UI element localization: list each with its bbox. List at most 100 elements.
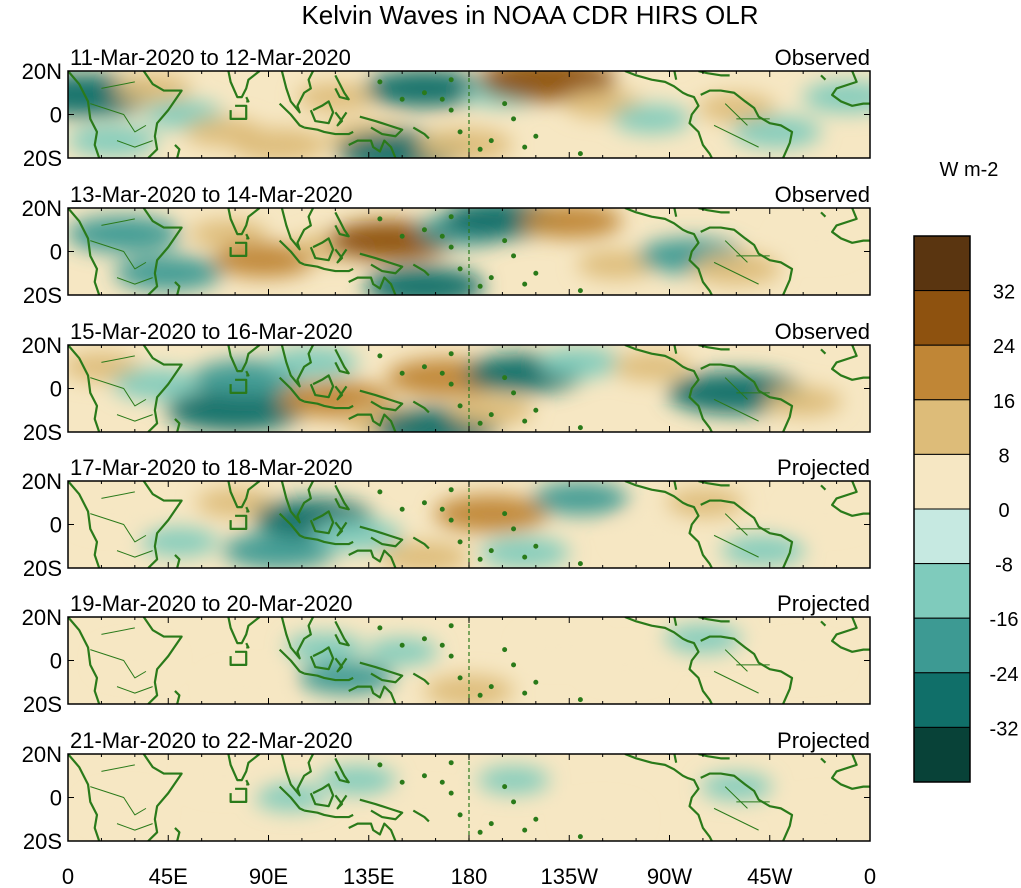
anomaly-cell [364,266,485,295]
coastline [245,779,250,786]
coastline [278,239,305,266]
colorbar-label: -16 [990,609,1019,631]
island-dot [439,642,445,648]
coastline [334,757,350,784]
coastline [831,481,870,517]
coastline [309,783,335,808]
anomaly-cell [98,646,171,675]
country-border [101,764,135,772]
anomaly-cell [112,368,203,401]
y-tick-label: 0 [50,786,62,811]
island-dot [502,511,508,517]
anomaly-cell [285,632,364,662]
island-dot [377,79,383,85]
anomaly-cell [767,646,840,675]
anomaly-cell [789,499,862,528]
island-dot [448,623,454,629]
island-dot [421,364,427,370]
island-dot [377,489,383,495]
coastline [303,126,354,136]
island-dot [511,116,517,122]
island-dot [377,216,383,222]
coastline [820,620,827,627]
coastline [227,481,261,509]
coastline [174,690,181,704]
country-border [713,534,759,558]
coastline [142,754,183,841]
island-outline [229,650,248,666]
anomaly-cell [366,638,439,666]
coastline [280,481,315,524]
anomaly-cell [615,521,688,550]
y-tick-label: 20S [23,420,62,445]
island-dot [488,275,494,281]
island-dot [522,690,528,696]
panel-3: 20N 0 20S 15-Mar-2020 to 16-Mar-2020 Observe… [22,319,871,445]
colorbar-swatch [913,235,971,292]
coastline [700,499,794,568]
island-dot [457,539,463,545]
island-dot [439,233,445,239]
x-tick-label: 0 [864,864,876,888]
colorbar-label: -24 [990,664,1019,686]
panel-status: Observed [775,45,870,70]
anomaly-cell [87,794,160,823]
coastline [280,208,315,251]
coastline [278,512,305,539]
coastline [245,370,250,377]
y-tick-label: 20N [22,333,62,358]
coastline [334,211,350,238]
coastline [334,111,348,127]
island-dot [533,816,539,822]
coastline [359,115,404,138]
coastline [303,672,354,682]
anomaly-cell [187,761,260,790]
coastline [278,785,305,812]
island-outline [229,241,248,257]
panel-status: Observed [775,319,870,344]
coastline [412,809,430,823]
coastline [624,208,713,295]
y-tick-label: 20S [23,146,62,171]
x-tick-label: 135W [541,864,599,888]
panel-4: 20N 0 20S 17-Mar-2020 to 18-Mar-2020 Project… [22,455,871,581]
country-border [116,823,153,831]
island-outline [229,104,248,120]
country-border [713,124,759,148]
coastline [142,481,183,568]
y-tick-label: 20S [23,556,62,581]
island-dot [448,760,454,766]
coastline [303,263,354,273]
coastline [412,400,430,414]
island-dot [399,506,405,512]
anomaly-cell [210,672,283,701]
coastline [68,71,101,158]
coastline [831,71,870,107]
coastline [667,481,678,490]
coastline [700,635,794,704]
coastline [278,376,305,403]
panel-status: Projected [777,591,870,616]
coastline [624,71,713,158]
y-tick-label: 20N [22,605,62,630]
island-dot [439,96,445,102]
island-dot [439,506,445,512]
island-dot [421,227,427,233]
island-dot [577,834,583,840]
island-dot [448,653,454,659]
anomaly-cell [296,82,375,112]
island-dot [577,288,583,294]
anomaly-cell [588,651,661,679]
island-dot [399,96,405,102]
coastline [227,208,261,236]
island-dot [511,526,517,532]
coastline [334,348,350,375]
x-tick-label: 90W [647,864,692,888]
coastline [303,536,354,546]
panel-status: Projected [777,728,870,753]
panel-2: 20N 0 20S 13-Mar-2020 to 14-Mar-2020 Observe… [22,182,871,308]
country-border [116,686,153,694]
island-dot [533,133,539,139]
island-dot [577,697,583,703]
anomaly-cell [68,215,181,253]
